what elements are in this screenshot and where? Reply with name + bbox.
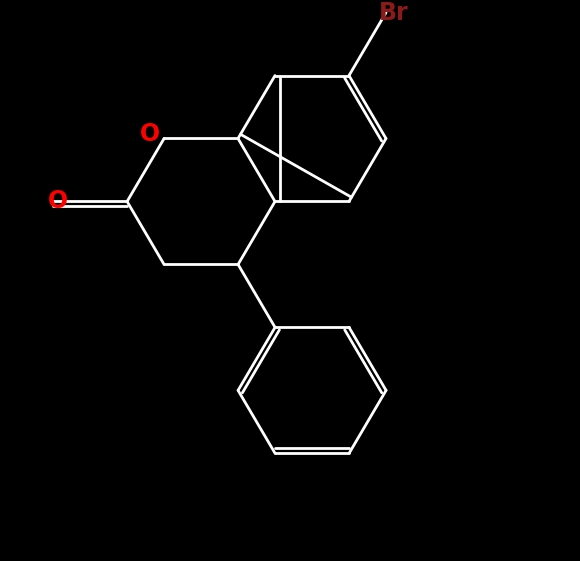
- Text: O: O: [140, 122, 160, 146]
- Text: O: O: [48, 190, 68, 214]
- Text: Br: Br: [379, 1, 409, 25]
